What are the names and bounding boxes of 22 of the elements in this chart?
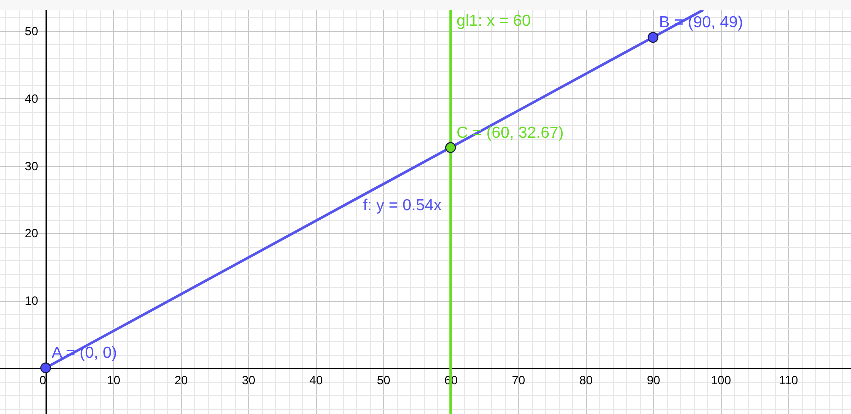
x-tick-label: 80 [580,374,594,388]
point [445,142,456,154]
point [40,362,52,374]
x-tick-label: 110 [779,374,799,388]
series-label: f: y = 0.54x [363,197,442,214]
y-tick-label: 30 [25,159,39,174]
y-tick-label: 40 [25,92,39,106]
y-tick-label: 50 [25,24,39,38]
x-tick-label: 30 [242,374,256,388]
x-tick-label: 50 [377,374,391,388]
x-tick-label: 0 [40,374,47,388]
x-tick-label: 90 [647,374,661,388]
x-tick-label: 10 [107,374,121,388]
x-tick-label: 100 [711,374,732,388]
ref-line-label: gl1: x = 60 [456,13,532,30]
x-tick-label: 40 [310,374,324,388]
y-tick-label: 20 [25,226,39,241]
x-tick-label: 70 [512,374,526,388]
y-tick-label: 10 [25,294,39,308]
point [648,32,659,44]
data-label: C = (60, 32.67) [456,124,564,142]
x-tick-label: 20 [174,374,188,388]
